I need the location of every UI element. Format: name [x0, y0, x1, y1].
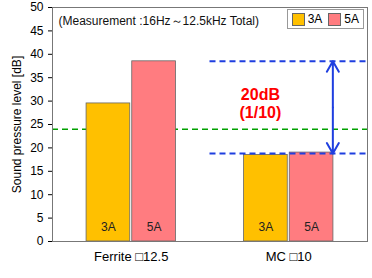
svg-text:0: 0 [37, 234, 44, 248]
svg-text:10: 10 [30, 188, 44, 202]
svg-text:20: 20 [30, 141, 44, 155]
svg-text:5A: 5A [147, 220, 162, 234]
svg-text:45: 45 [30, 24, 44, 38]
svg-text:(Measurement :16Hz～12.5kHz Tot: (Measurement :16Hz～12.5kHz Total) [59, 14, 260, 28]
html-text:3A: 3A [307, 12, 323, 26]
svg-text:40: 40 [30, 47, 44, 61]
svg-text:5: 5 [37, 211, 44, 225]
svg-text:20dB(1/10): 20dB(1/10) [240, 86, 282, 121]
svg-text:Ferrite □12.5: Ferrite □12.5 [94, 249, 168, 264]
svg-text:35: 35 [30, 71, 44, 85]
svg-text:MC □10: MC □10 [266, 249, 312, 264]
svg-text:3A: 3A [259, 220, 274, 234]
svg-text:3A: 3A [101, 220, 116, 234]
svg-text:Sound pressure level [dB]: Sound pressure level [dB] [10, 56, 24, 193]
svg-text:25: 25 [30, 117, 44, 131]
svg-text:30: 30 [30, 94, 44, 108]
svg-text:50: 50 [30, 0, 44, 14]
svg-text:15: 15 [30, 164, 44, 178]
html-text:5A: 5A [344, 12, 359, 26]
svg-text:5A: 5A [304, 220, 319, 234]
